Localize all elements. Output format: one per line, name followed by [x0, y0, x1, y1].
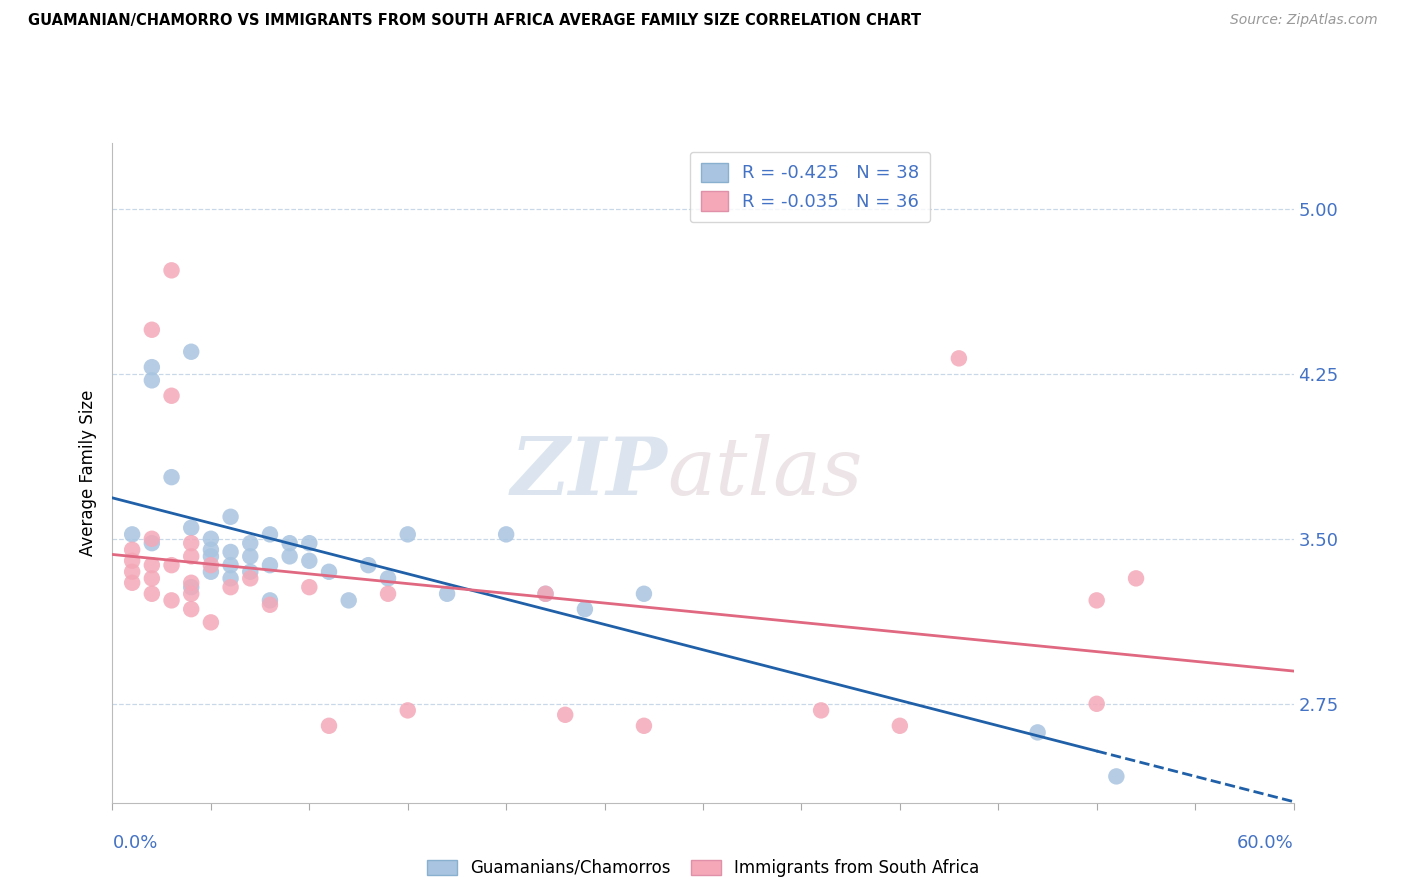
- Text: GUAMANIAN/CHAMORRO VS IMMIGRANTS FROM SOUTH AFRICA AVERAGE FAMILY SIZE CORRELATI: GUAMANIAN/CHAMORRO VS IMMIGRANTS FROM SO…: [28, 13, 921, 29]
- Point: [180, 602, 202, 616]
- Text: ZIP: ZIP: [510, 434, 668, 511]
- Point: [259, 598, 281, 612]
- Point: [574, 602, 596, 616]
- Point: [436, 587, 458, 601]
- Point: [121, 575, 143, 590]
- Point: [200, 549, 222, 564]
- Point: [180, 575, 202, 590]
- Point: [219, 558, 242, 573]
- Point: [200, 532, 222, 546]
- Point: [259, 593, 281, 607]
- Y-axis label: Average Family Size: Average Family Size: [79, 390, 97, 556]
- Point: [298, 536, 321, 550]
- Point: [633, 587, 655, 601]
- Point: [200, 542, 222, 557]
- Point: [141, 558, 163, 573]
- Point: [141, 323, 163, 337]
- Point: [160, 593, 183, 607]
- Point: [141, 360, 163, 375]
- Text: atlas: atlas: [668, 434, 863, 511]
- Point: [889, 719, 911, 733]
- Point: [495, 527, 517, 541]
- Point: [278, 536, 301, 550]
- Point: [1105, 769, 1128, 783]
- Text: 0.0%: 0.0%: [112, 834, 157, 852]
- Legend: R = -0.425   N = 38, R = -0.035   N = 36: R = -0.425 N = 38, R = -0.035 N = 36: [690, 152, 931, 222]
- Point: [141, 571, 163, 585]
- Point: [219, 571, 242, 585]
- Point: [1085, 697, 1108, 711]
- Text: 60.0%: 60.0%: [1237, 834, 1294, 852]
- Point: [239, 571, 262, 585]
- Point: [239, 536, 262, 550]
- Point: [318, 565, 340, 579]
- Point: [298, 554, 321, 568]
- Point: [200, 565, 222, 579]
- Point: [948, 351, 970, 366]
- Point: [1085, 593, 1108, 607]
- Point: [810, 703, 832, 717]
- Point: [554, 707, 576, 722]
- Text: Source: ZipAtlas.com: Source: ZipAtlas.com: [1230, 13, 1378, 28]
- Point: [160, 263, 183, 277]
- Point: [160, 558, 183, 573]
- Point: [200, 558, 222, 573]
- Point: [160, 470, 183, 484]
- Point: [141, 373, 163, 387]
- Point: [180, 521, 202, 535]
- Point: [141, 532, 163, 546]
- Point: [396, 527, 419, 541]
- Point: [141, 536, 163, 550]
- Point: [1026, 725, 1049, 739]
- Point: [1125, 571, 1147, 585]
- Point: [318, 719, 340, 733]
- Point: [259, 558, 281, 573]
- Point: [298, 580, 321, 594]
- Point: [357, 558, 380, 573]
- Point: [278, 549, 301, 564]
- Point: [337, 593, 360, 607]
- Point: [180, 549, 202, 564]
- Point: [180, 344, 202, 359]
- Point: [200, 615, 222, 630]
- Point: [160, 389, 183, 403]
- Point: [121, 527, 143, 541]
- Point: [259, 527, 281, 541]
- Point: [396, 703, 419, 717]
- Point: [121, 542, 143, 557]
- Point: [219, 580, 242, 594]
- Point: [121, 565, 143, 579]
- Point: [180, 580, 202, 594]
- Point: [534, 587, 557, 601]
- Point: [180, 536, 202, 550]
- Point: [534, 587, 557, 601]
- Legend: Guamanians/Chamorros, Immigrants from South Africa: Guamanians/Chamorros, Immigrants from So…: [420, 853, 986, 884]
- Point: [180, 587, 202, 601]
- Point: [219, 509, 242, 524]
- Point: [239, 565, 262, 579]
- Point: [633, 719, 655, 733]
- Point: [239, 549, 262, 564]
- Point: [121, 554, 143, 568]
- Point: [219, 545, 242, 559]
- Point: [377, 587, 399, 601]
- Point: [141, 587, 163, 601]
- Point: [377, 571, 399, 585]
